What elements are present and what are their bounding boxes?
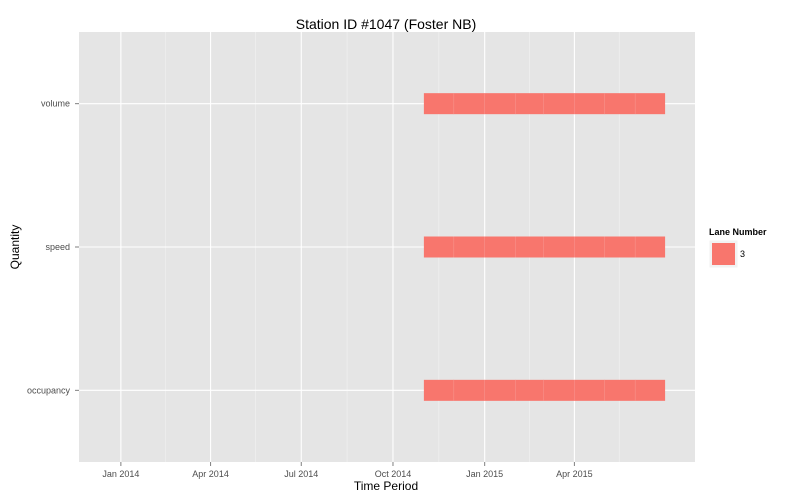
y-axis-ticks: occupancy speed volume <box>27 99 79 395</box>
y-tick-label: speed <box>45 242 70 252</box>
range-bar-occupancy <box>423 379 666 401</box>
legend: Lane Number 3 <box>708 227 767 269</box>
x-axis-title: Time Period <box>354 479 418 493</box>
x-tick-label: Jul 2014 <box>284 469 318 479</box>
x-tick-label: Apr 2015 <box>556 469 593 479</box>
x-tick-label: Apr 2014 <box>192 469 229 479</box>
x-axis-ticks: Jan 2014 Apr 2014 Jul 2014 Oct 2014 Jan 2015… <box>102 462 593 479</box>
range-bar-volume <box>423 93 666 115</box>
chart-title: Station ID #1047 (Foster NB) <box>296 16 477 32</box>
y-tick-label: volume <box>41 99 70 109</box>
x-tick-label: Jan 2015 <box>466 469 503 479</box>
x-tick-label: Oct 2014 <box>375 469 412 479</box>
x-tick-label: Jan 2014 <box>102 469 139 479</box>
legend-title: Lane Number <box>709 227 767 237</box>
legend-label: 3 <box>740 249 745 259</box>
range-bar-speed <box>423 236 666 258</box>
y-tick-label: occupancy <box>27 385 71 395</box>
legend-swatch <box>712 243 735 265</box>
range-bars <box>423 93 666 401</box>
y-axis-title: Quantity <box>8 225 22 270</box>
